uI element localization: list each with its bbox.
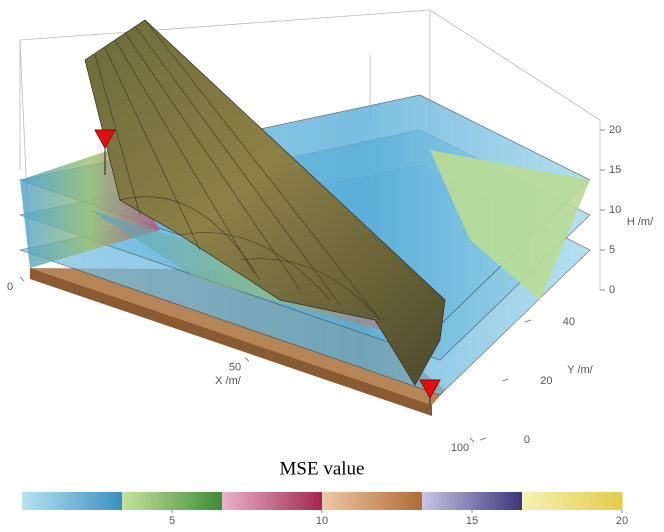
- colorbar-segment: [122, 492, 223, 510]
- z-tick-label: 15: [609, 164, 621, 176]
- x-tick: [470, 438, 474, 442]
- y-tick: [525, 320, 531, 322]
- z-axis-label: H /m/: [627, 216, 654, 228]
- x-tick-label: 50: [229, 361, 241, 373]
- z-tick-label: 0: [609, 284, 615, 296]
- y-axis-label: Y /m/: [567, 364, 593, 376]
- colorbar-tick-label: 15: [466, 515, 478, 527]
- colorbar-tick-label: 5: [169, 515, 175, 527]
- y-tick: [480, 438, 486, 440]
- z-tick-label: 20: [609, 124, 621, 136]
- y-tick-label: 40: [563, 316, 575, 328]
- chart: X /m/ Y /m/ H /m/ MSE value 0 5 10 15 20 0 20 4…: [0, 0, 664, 532]
- colorbar-segment: [22, 492, 123, 510]
- colorbar-segment: [222, 492, 323, 510]
- x-tick-label: 100: [451, 442, 469, 454]
- colorbar-tick-label: 10: [316, 515, 328, 527]
- y-tick: [503, 379, 509, 381]
- colorbar-title: MSE value: [280, 458, 365, 479]
- y-tick-label: 20: [540, 375, 552, 387]
- x-tick: [245, 358, 249, 362]
- colorbar-tick-label: 20: [616, 515, 628, 527]
- y-tick-label: 0: [524, 434, 530, 446]
- z-tick-label: 5: [609, 244, 615, 256]
- x-tick: [20, 277, 24, 281]
- colorbar-segment: [422, 492, 523, 510]
- colorbar-segment: [322, 492, 423, 510]
- colorbar-segment: [522, 492, 623, 510]
- z-tick-label: 10: [609, 204, 621, 216]
- x-tick-label: 0: [7, 281, 13, 293]
- x-axis-label: X /m/: [215, 375, 242, 387]
- surface: [20, 20, 590, 416]
